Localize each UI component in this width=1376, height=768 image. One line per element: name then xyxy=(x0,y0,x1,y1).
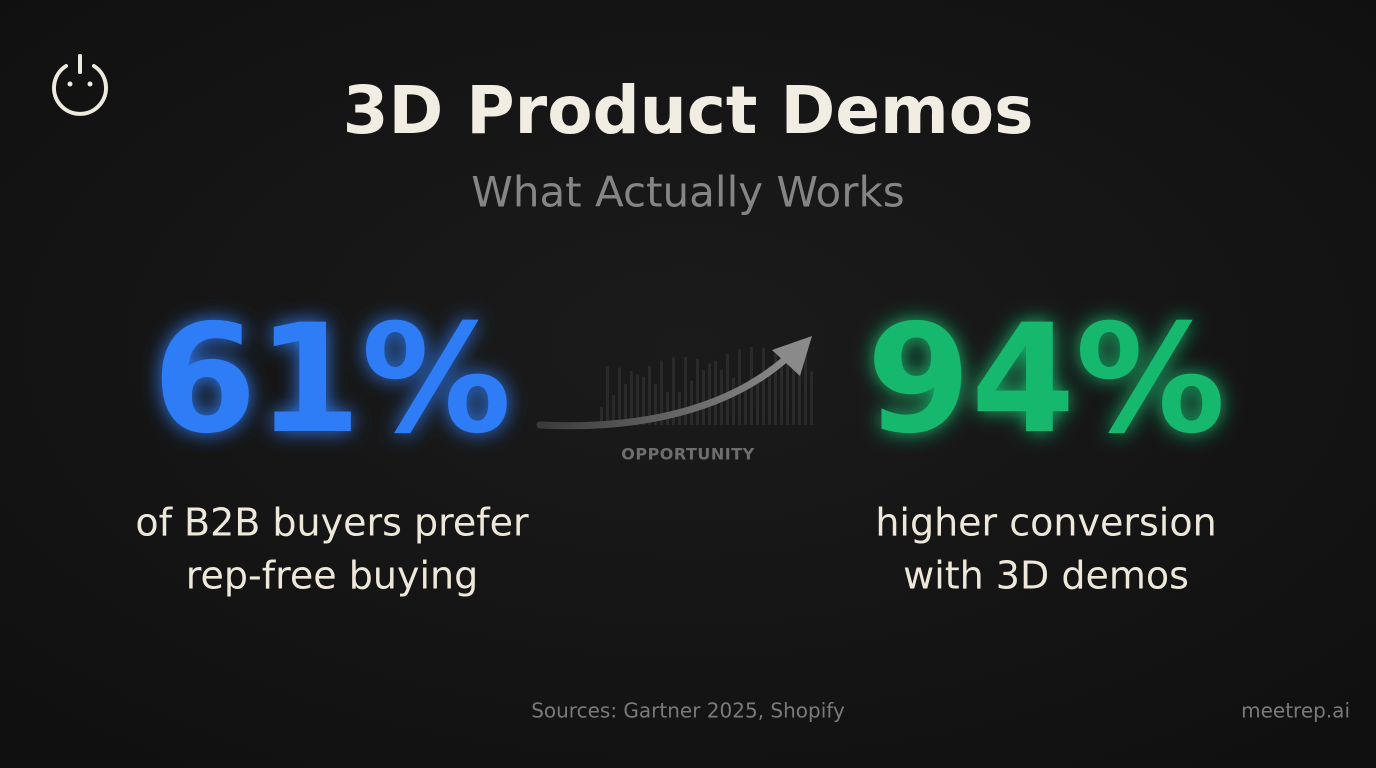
equalizer-bar xyxy=(648,366,651,425)
connector-label: OPPORTUNITY xyxy=(621,445,755,464)
equalizer-bar xyxy=(654,383,657,425)
stat-caption: rep-free buying xyxy=(186,554,478,598)
title: 3D Product Demos xyxy=(343,72,1034,149)
equalizer-bar xyxy=(714,360,717,425)
equalizer-bar xyxy=(780,356,783,425)
equalizer-bar xyxy=(756,377,759,425)
stat-caption: with 3D demos xyxy=(903,554,1189,598)
equalizer-bar xyxy=(612,395,615,425)
stat-value: 94% xyxy=(866,293,1225,467)
equalizer-bar xyxy=(690,380,693,425)
equalizer-bar xyxy=(666,392,669,425)
equalizer-bar xyxy=(630,371,633,425)
equalizer-bar xyxy=(810,371,813,425)
equalizer-bar xyxy=(804,341,807,425)
arrow-head xyxy=(772,336,812,376)
equalizer-bar xyxy=(744,386,747,425)
equalizer-bar xyxy=(762,347,765,425)
equalizer-bar xyxy=(636,374,639,425)
equalizer-bar xyxy=(708,363,711,425)
equalizer-bar xyxy=(732,377,735,425)
connector-arrow xyxy=(536,351,794,430)
brand: meetrep.ai xyxy=(1241,699,1350,723)
equalizer-bar xyxy=(642,376,645,425)
equalizer-bar xyxy=(774,350,777,425)
equalizer-bar xyxy=(618,367,621,425)
equalizer-bar xyxy=(702,369,705,425)
stat-value: 61% xyxy=(152,293,511,467)
stat-caption: of B2B buyers prefer xyxy=(135,501,529,545)
subtitle: What Actually Works xyxy=(471,168,904,217)
equalizer-bar xyxy=(624,384,627,425)
logo-icon xyxy=(52,54,108,116)
equalizer-bar xyxy=(726,353,729,425)
equalizer-bar xyxy=(786,356,789,425)
equalizer-bar xyxy=(684,356,687,425)
equalizer-bar xyxy=(606,366,609,425)
equalizer-bar xyxy=(678,392,681,425)
equalizer-bar xyxy=(768,366,771,425)
equalizer-bar xyxy=(660,360,663,425)
equalizer-bar xyxy=(600,407,603,425)
equalizer-bar xyxy=(672,357,675,425)
equalizer-bar xyxy=(696,359,699,425)
equalizer-bar xyxy=(792,347,795,425)
equalizer-backdrop xyxy=(600,341,813,425)
stat-caption: higher conversion xyxy=(875,501,1216,545)
equalizer-bar xyxy=(798,363,801,425)
sources: Sources: Gartner 2025, Shopify xyxy=(531,699,845,723)
